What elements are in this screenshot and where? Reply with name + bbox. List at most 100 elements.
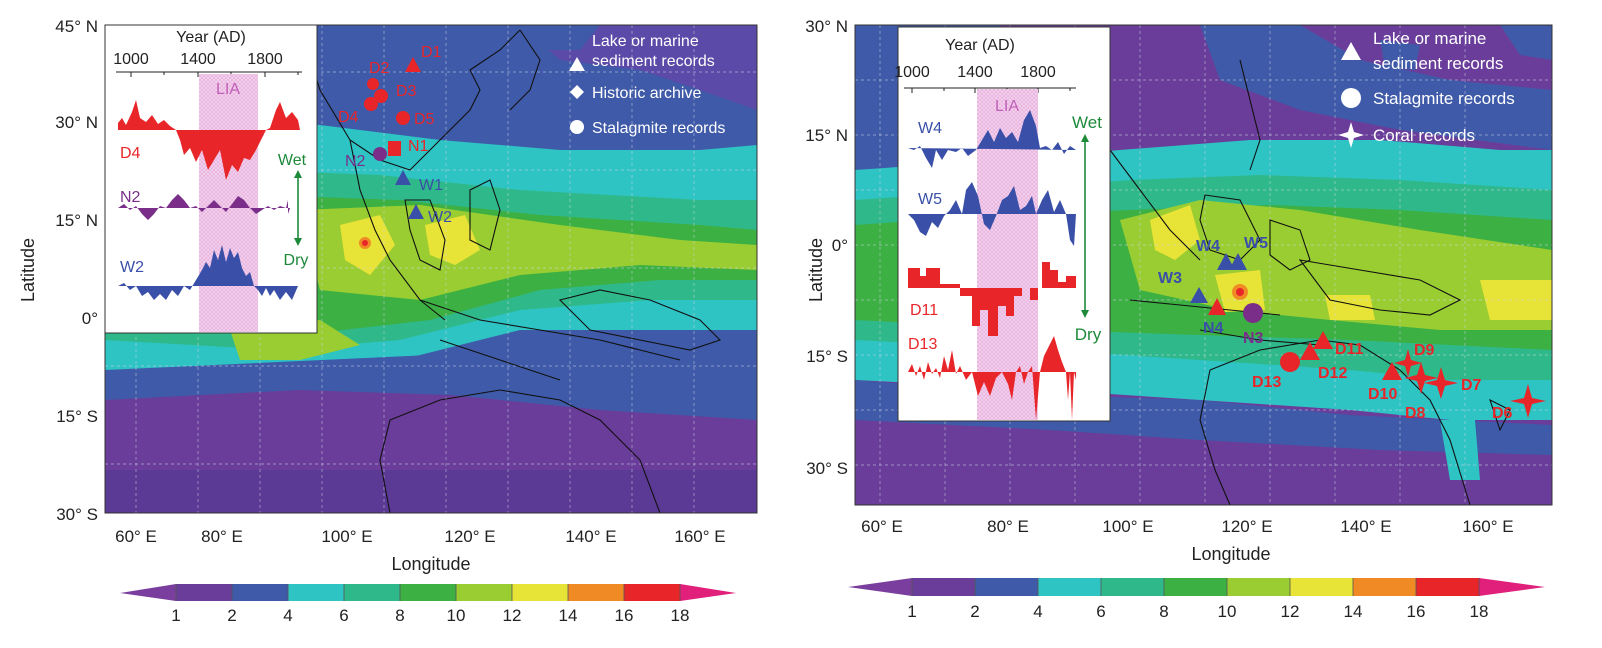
site-label: W2 bbox=[428, 209, 452, 226]
site-marker-w3 bbox=[1190, 287, 1208, 303]
colorbar-tick: 10 bbox=[1218, 602, 1237, 621]
site-marker-n2 bbox=[373, 147, 387, 161]
inset-series-label: W2 bbox=[120, 259, 144, 276]
colorbar-tick: 14 bbox=[1344, 602, 1363, 621]
panel-b-x-ticks: 60° E 80° E 100° E 120° E 140° E 160° E bbox=[861, 517, 1514, 536]
site-label: N3 bbox=[1243, 330, 1264, 347]
site-label: D12 bbox=[1318, 365, 1347, 382]
site-label: D2 bbox=[369, 60, 390, 77]
site-marker-w2 bbox=[408, 204, 424, 219]
site-marker-d2 bbox=[367, 78, 379, 90]
x-tick: 80° E bbox=[987, 517, 1029, 536]
lia-label: LIA bbox=[216, 81, 240, 98]
colorbar-tick: 16 bbox=[1407, 602, 1426, 621]
site-marker-w5 bbox=[1229, 253, 1247, 270]
site-marker-d13 bbox=[1280, 352, 1300, 372]
colorbar-a: 1 2 4 6 8 10 12 14 16 18 bbox=[120, 584, 736, 625]
site-marker-d7 bbox=[1424, 367, 1458, 399]
wet-label: Wet bbox=[1072, 113, 1102, 132]
site-label: D9 bbox=[1414, 342, 1435, 359]
site-marker-d8 bbox=[1404, 362, 1438, 394]
panel-b-legend: Lake or marine sediment records Stalagmi… bbox=[1338, 29, 1515, 148]
panel-a-x-ticks: 60° E 80° E 100° E 120° E 140° E 160° E bbox=[115, 527, 726, 546]
colorbar-tick: 16 bbox=[615, 606, 634, 625]
inset-year-tick: 1400 bbox=[957, 64, 993, 81]
y-tick: 30° S bbox=[806, 459, 848, 478]
panel-a-legend: Lake or marine sediment records Historic… bbox=[569, 33, 725, 137]
panel-a-y-ticks: 45° N 30° N 15° N 0° 15° S 30° S bbox=[55, 17, 98, 524]
panel-a-coastlines bbox=[299, 25, 722, 513]
site-label: W5 bbox=[1244, 235, 1268, 252]
lia-band bbox=[199, 74, 258, 332]
legend-label: Lake or marine bbox=[1373, 29, 1486, 48]
site-marker-w1 bbox=[395, 170, 411, 185]
x-tick: 140° E bbox=[565, 527, 616, 546]
colorbar-tick: 1 bbox=[171, 606, 180, 625]
circle-icon bbox=[570, 120, 584, 134]
panel-a-x-axis-label: Longitude bbox=[391, 554, 470, 574]
inset-title: Year (AD) bbox=[945, 37, 1015, 54]
site-label: D3 bbox=[396, 83, 417, 100]
star-icon bbox=[1338, 122, 1364, 148]
inset-year-tick: 1800 bbox=[247, 51, 283, 68]
site-label: W3 bbox=[1158, 270, 1182, 287]
site-marker-n4 bbox=[1208, 298, 1226, 315]
panel-a-y-axis-label: Latitude bbox=[18, 238, 38, 302]
site-label: W4 bbox=[1196, 238, 1220, 255]
site-label: D13 bbox=[1252, 374, 1281, 391]
site-label: D8 bbox=[1405, 405, 1426, 422]
panel-b-sites: W3 W4 W5 N3 N4 D6 D7 D8 D9 D10 D11 D12 D… bbox=[1158, 235, 1546, 422]
lia-label: LIA bbox=[995, 98, 1019, 115]
x-tick: 160° E bbox=[674, 527, 725, 546]
panel-b-x-axis-label: Longitude bbox=[1191, 544, 1270, 564]
colorbar-tick: 1 bbox=[907, 602, 916, 621]
site-label: D7 bbox=[1461, 377, 1482, 394]
colorbar-b: 1 2 4 6 8 10 12 14 16 18 bbox=[848, 578, 1545, 621]
inset-series-label: W5 bbox=[918, 191, 942, 208]
wet-label: Wet bbox=[278, 152, 307, 169]
inset-series-d13 bbox=[908, 336, 1076, 420]
site-marker-d6 bbox=[1510, 384, 1546, 418]
inset-series-w5 bbox=[908, 182, 1076, 246]
site-marker-d3 bbox=[374, 89, 388, 103]
x-tick: 60° E bbox=[861, 517, 903, 536]
panel-a-inset: Year (AD) 1000 1400 1800 LIA D4 N2 W2 We… bbox=[104, 24, 318, 334]
y-tick: 30° N bbox=[805, 17, 848, 36]
legend-label: Lake or marine bbox=[592, 33, 699, 50]
site-marker-n1 bbox=[388, 141, 401, 156]
panel-b-y-axis-label: Latitude bbox=[806, 238, 826, 302]
x-tick: 80° E bbox=[201, 527, 243, 546]
inset-year-tick: 1400 bbox=[180, 51, 216, 68]
legend-label: Stalagmite records bbox=[1373, 89, 1515, 108]
arrow-up-icon bbox=[1081, 134, 1089, 142]
inset-series-w2 bbox=[118, 245, 298, 300]
site-marker-d9 bbox=[1394, 349, 1422, 377]
dry-label: Dry bbox=[284, 252, 309, 269]
y-tick: 15° S bbox=[806, 347, 848, 366]
inset-series-label: D11 bbox=[910, 302, 938, 319]
dry-label: Dry bbox=[1075, 325, 1102, 344]
inset-series-d11 bbox=[908, 262, 1076, 336]
site-marker-d5 bbox=[396, 111, 410, 125]
colorbar-tick: 12 bbox=[503, 606, 522, 625]
inset-year-tick: 1000 bbox=[894, 64, 930, 81]
site-label: N1 bbox=[408, 138, 429, 155]
panel-b-y-ticks: 30° N 15° N 0° 15° S 30° S bbox=[805, 17, 848, 478]
site-marker-n3 bbox=[1243, 303, 1263, 323]
site-marker-d1 bbox=[405, 57, 421, 72]
site-label: D4 bbox=[338, 109, 359, 126]
inset-year-tick: 1800 bbox=[1020, 64, 1056, 81]
inset-year-tick: 1000 bbox=[113, 51, 149, 68]
site-marker-d10 bbox=[1382, 362, 1402, 380]
x-tick: 60° E bbox=[115, 527, 157, 546]
site-label: W1 bbox=[419, 177, 443, 194]
y-tick: 15° N bbox=[55, 211, 98, 230]
y-tick: 0° bbox=[82, 309, 98, 328]
x-tick: 100° E bbox=[321, 527, 372, 546]
inset-series-label: N2 bbox=[120, 189, 141, 206]
inset-series-d4 bbox=[118, 100, 300, 180]
legend-label: Stalagmite records bbox=[592, 120, 725, 137]
circle-icon bbox=[1341, 88, 1361, 108]
site-label: D6 bbox=[1492, 405, 1513, 422]
legend-label: sediment records bbox=[592, 53, 715, 70]
